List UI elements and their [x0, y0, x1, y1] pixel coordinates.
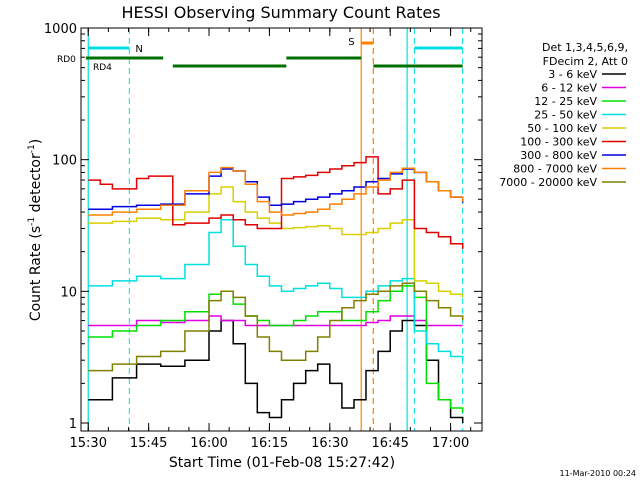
- x-tick-label-6: 17:00: [432, 436, 469, 451]
- night-label: N: [135, 44, 142, 55]
- x-tick-label-4: 16:30: [311, 436, 348, 451]
- legend-label-1: 6 - 12 keV: [541, 82, 597, 95]
- y-axis-label: Count Rate (s-1 detector-1): [27, 139, 44, 321]
- legend-label-4: 50 - 100 keV: [527, 122, 597, 135]
- legend-label-8: 7000 - 20000 keV: [499, 176, 597, 189]
- rd4-label: RD4: [93, 63, 112, 73]
- series-8: [88, 282, 464, 372]
- x-tick-label-1: 15:45: [130, 436, 167, 451]
- series-3: [88, 218, 464, 361]
- series-7: [88, 166, 464, 216]
- axes: 15:30 15:45 16:00 16:15 16:30 16:45 17:00 1 10 10…: [44, 22, 482, 451]
- flag-overlays: RD0 RD4 N S: [57, 28, 464, 431]
- y-tick-label-3: 1000: [44, 22, 77, 37]
- x-tick-label-2: 16:00: [190, 436, 227, 451]
- legend-label-6: 300 - 800 keV: [520, 149, 597, 162]
- y-axis-label-sup1: -1: [27, 217, 37, 226]
- chart-title: HESSI Observing Summary Count Rates: [121, 3, 440, 22]
- legend-label-2: 12 - 25 keV: [534, 95, 597, 108]
- legend-label-7: 800 - 7000 keV: [513, 163, 597, 176]
- y-tick-label-0: 1: [69, 417, 77, 432]
- series-4: [88, 186, 464, 298]
- y-axis-label-part2: detector: [28, 153, 44, 217]
- x-tick-label-5: 16:45: [371, 436, 408, 451]
- series-1: [88, 315, 463, 327]
- x-tick-label-3: 16:15: [251, 436, 288, 451]
- data-series: [88, 156, 464, 423]
- x-tick-label-0: 15:30: [70, 436, 107, 451]
- y-tick-label-2: 100: [52, 154, 77, 169]
- y-axis-label-part3: ): [28, 139, 44, 144]
- legend-header-1: Det 1,3,4,5,6,9,: [542, 41, 628, 54]
- legend-label-0: 3 - 6 keV: [548, 68, 597, 81]
- rd0-label: RD0: [57, 55, 76, 65]
- x-axis-label: Start Time (01-Feb-08 15:27:42): [169, 455, 395, 471]
- plot-frame: [80, 27, 483, 432]
- series-5: [88, 156, 464, 249]
- timestamp: 11-Mar-2010 00:24: [560, 469, 637, 478]
- y-tick-label-1: 10: [60, 285, 77, 300]
- legend-label-3: 25 - 50 keV: [534, 109, 597, 122]
- saa-label: S: [348, 37, 354, 48]
- legend: Det 1,3,4,5,6,9,FDecim 2, Att 03 - 6 keV…: [499, 41, 628, 189]
- y-axis-label-part1: Count Rate (s: [28, 226, 44, 321]
- y-axis-label-sup2: -1: [27, 144, 37, 153]
- legend-header-2: FDecim 2, Att 0: [543, 55, 628, 68]
- legend-label-5: 100 - 300 keV: [520, 136, 597, 149]
